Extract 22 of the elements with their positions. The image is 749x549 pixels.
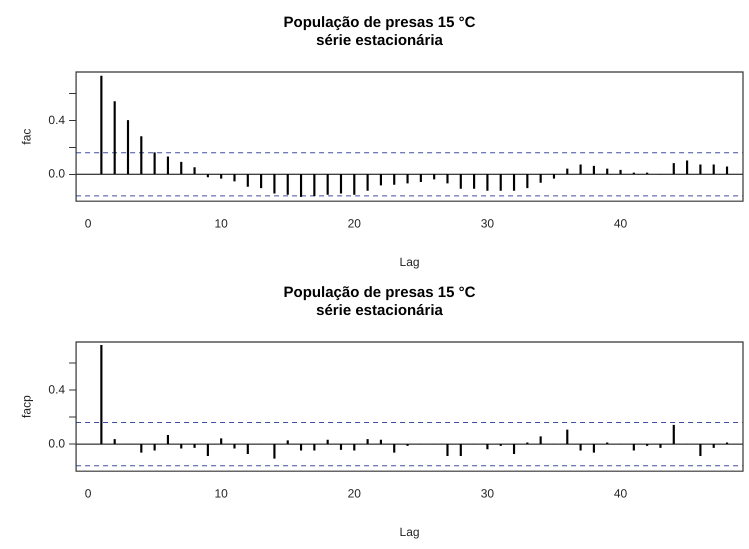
x-axis-title: Lag xyxy=(400,255,420,270)
x-tick-label: 40 xyxy=(614,486,628,501)
x-tick-label: 20 xyxy=(348,486,362,501)
y-axis-title: facp xyxy=(20,394,34,418)
x-tick-label: 10 xyxy=(214,486,228,501)
y-tick-label: 0.4 xyxy=(48,112,66,127)
chart-title: População de presas 15 °C xyxy=(284,284,476,302)
x-axis-title: Lag xyxy=(400,525,420,540)
x-tick-label: 0 xyxy=(84,216,92,231)
x-tick-label: 0 xyxy=(84,486,92,501)
x-tick-label: 40 xyxy=(614,216,628,231)
chart-subtitle: série estacionária xyxy=(316,302,444,320)
chart-subtitle: série estacionária xyxy=(316,32,444,50)
y-tick-label: 0.0 xyxy=(48,436,66,450)
y-tick-label: 0.0 xyxy=(48,166,66,181)
x-tick-label: 20 xyxy=(348,216,362,231)
chart-title: População de presas 15 °C xyxy=(284,14,476,32)
x-tick-label: 30 xyxy=(480,486,494,501)
x-tick-label: 10 xyxy=(214,216,228,231)
x-tick-label: 30 xyxy=(480,216,494,231)
y-axis-title: fac xyxy=(20,128,34,145)
y-tick-label: 0.4 xyxy=(48,382,66,396)
